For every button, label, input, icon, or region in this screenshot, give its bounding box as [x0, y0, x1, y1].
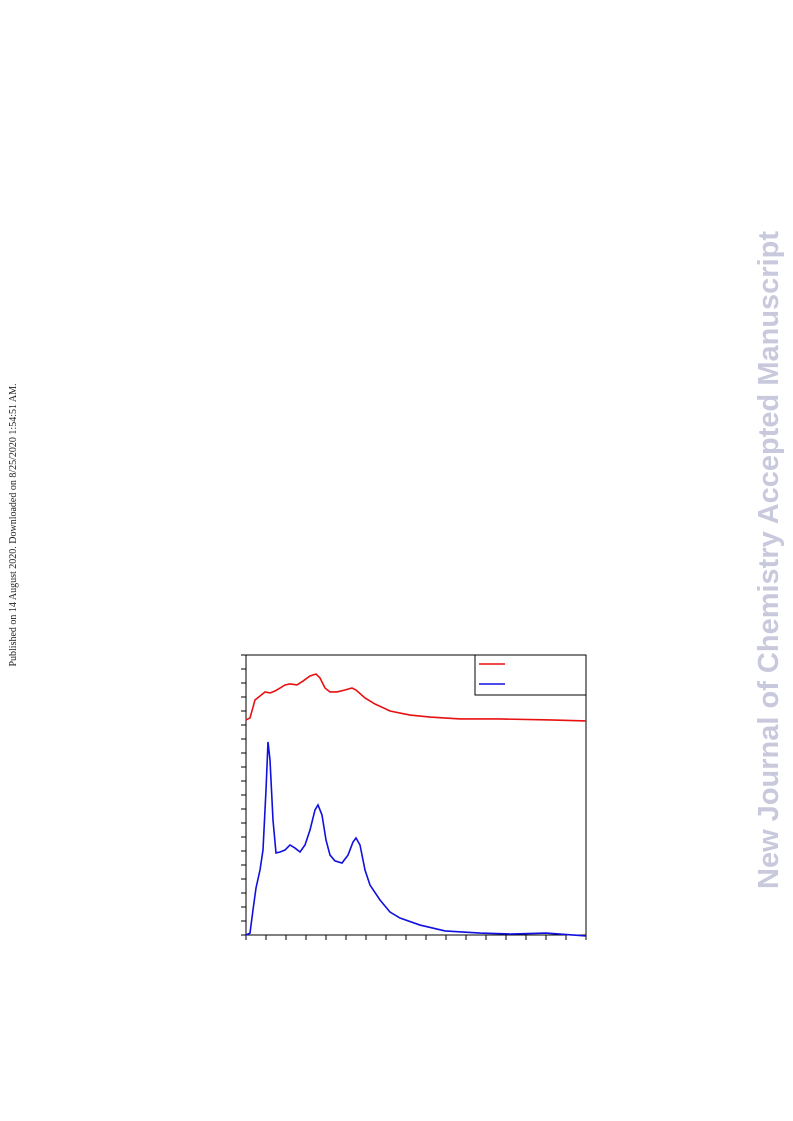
watermark: New Journal of Chemistry Accepted Manusc…: [753, 231, 785, 889]
legend-box: [474, 654, 587, 696]
publication-note: Published on 14 August 2020. Downloaded …: [8, 383, 19, 666]
plot-frame: [245, 654, 587, 936]
data-line: [245, 741, 587, 937]
data-line: [245, 673, 587, 722]
